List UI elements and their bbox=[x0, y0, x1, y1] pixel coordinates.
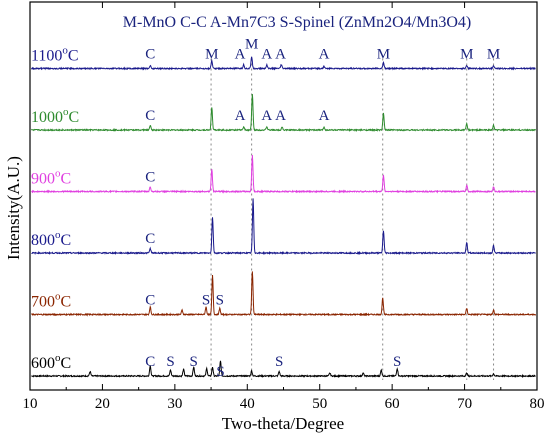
x-tick-label-10: 10 bbox=[23, 396, 38, 412]
temp-value: 600 bbox=[31, 355, 55, 372]
temp-degree: o bbox=[55, 229, 61, 241]
guide-lines bbox=[210, 58, 495, 380]
x-tick-label-50: 50 bbox=[312, 396, 327, 412]
peak-label-600-6: S bbox=[393, 354, 401, 370]
temp-degree: o bbox=[55, 168, 61, 180]
series-line-1000 bbox=[31, 93, 537, 133]
peak-label-600-2: S bbox=[166, 354, 174, 370]
peak-label-600-1: C bbox=[145, 354, 155, 370]
temp-value: 900 bbox=[31, 171, 55, 188]
peak-label-800-1: C bbox=[145, 231, 155, 247]
temp-value: 1100 bbox=[31, 48, 62, 65]
x-tick-label-70: 70 bbox=[457, 396, 472, 412]
temp-degree: o bbox=[55, 352, 61, 364]
series-line-700 bbox=[31, 271, 537, 317]
y-axis-title: Intensity(A.U.) bbox=[4, 156, 23, 260]
peak-label-1000-4: A bbox=[275, 108, 286, 124]
series-line-1100 bbox=[31, 56, 536, 71]
temp-label-1100: 1100oC bbox=[31, 45, 79, 65]
peak-label-700-1: C bbox=[145, 293, 155, 309]
peak-label-1100-1: C bbox=[145, 47, 155, 63]
peak-label-1100-3: A bbox=[235, 47, 246, 63]
peak-label-1000-5: A bbox=[319, 108, 330, 124]
x-tick-label-80: 80 bbox=[530, 396, 545, 412]
temp-value: 800 bbox=[31, 232, 55, 249]
temp-unit: C bbox=[69, 109, 80, 126]
x-axis: 10 20 30 40 50 60 70 80 bbox=[23, 2, 545, 412]
series-line-800 bbox=[31, 198, 536, 256]
peak-label-1100-10: M bbox=[487, 47, 500, 63]
peak-label-600-4: S bbox=[216, 364, 224, 380]
temp-unit: C bbox=[61, 294, 72, 311]
peak-label-600-5: S bbox=[275, 354, 283, 370]
peak-label-600-3: S bbox=[190, 354, 198, 370]
temp-value: 700 bbox=[31, 294, 55, 311]
temp-label-600: 600oC bbox=[31, 352, 71, 372]
x-tick-label-30: 30 bbox=[167, 396, 182, 412]
peak-label-1100-6: A bbox=[275, 47, 286, 63]
x-axis-title: Two-theta/Degree bbox=[222, 414, 344, 433]
temp-label-700: 700oC bbox=[31, 291, 71, 311]
peak-label-1100-8: M bbox=[377, 47, 390, 63]
peak-label-1100-5: A bbox=[261, 47, 272, 63]
series-group bbox=[31, 56, 537, 379]
peak-label-1100-9: M bbox=[460, 47, 473, 63]
x-tick-label-60: 60 bbox=[385, 396, 400, 412]
temp-degree: o bbox=[62, 45, 68, 57]
peak-label-1100-2: M bbox=[205, 47, 218, 63]
x-tick-label-20: 20 bbox=[95, 396, 110, 412]
temp-label-1000: 1000oC bbox=[31, 106, 79, 126]
temp-label-800: 800oC bbox=[31, 229, 71, 249]
peak-label-700-2: S bbox=[202, 293, 210, 309]
peak-label-1100-7: A bbox=[319, 47, 330, 63]
series-line-600 bbox=[31, 360, 536, 379]
temp-degree: o bbox=[55, 291, 61, 303]
temp-value: 1000 bbox=[31, 109, 63, 126]
x-tick-label-40: 40 bbox=[240, 396, 255, 412]
temp-degree: o bbox=[63, 106, 69, 118]
peak-label-1000-2: A bbox=[235, 108, 246, 124]
temp-unit: C bbox=[61, 355, 72, 372]
peak-label-1000-3: A bbox=[261, 108, 272, 124]
peak-label-1000-1: C bbox=[145, 108, 155, 124]
temp-unit: C bbox=[61, 232, 72, 249]
temp-unit: C bbox=[61, 171, 72, 188]
peak-label-1100-4: M bbox=[245, 37, 258, 53]
peak-label-700-3: S bbox=[216, 293, 224, 309]
temp-unit: C bbox=[68, 48, 79, 65]
temp-label-900: 900oC bbox=[31, 168, 71, 188]
legend: M-MnO C-C A-Mn7C3 S-Spinel (ZnMn2O4/Mn3O… bbox=[123, 14, 471, 31]
series-line-900 bbox=[31, 154, 536, 194]
peak-label-900-1: C bbox=[145, 170, 155, 186]
